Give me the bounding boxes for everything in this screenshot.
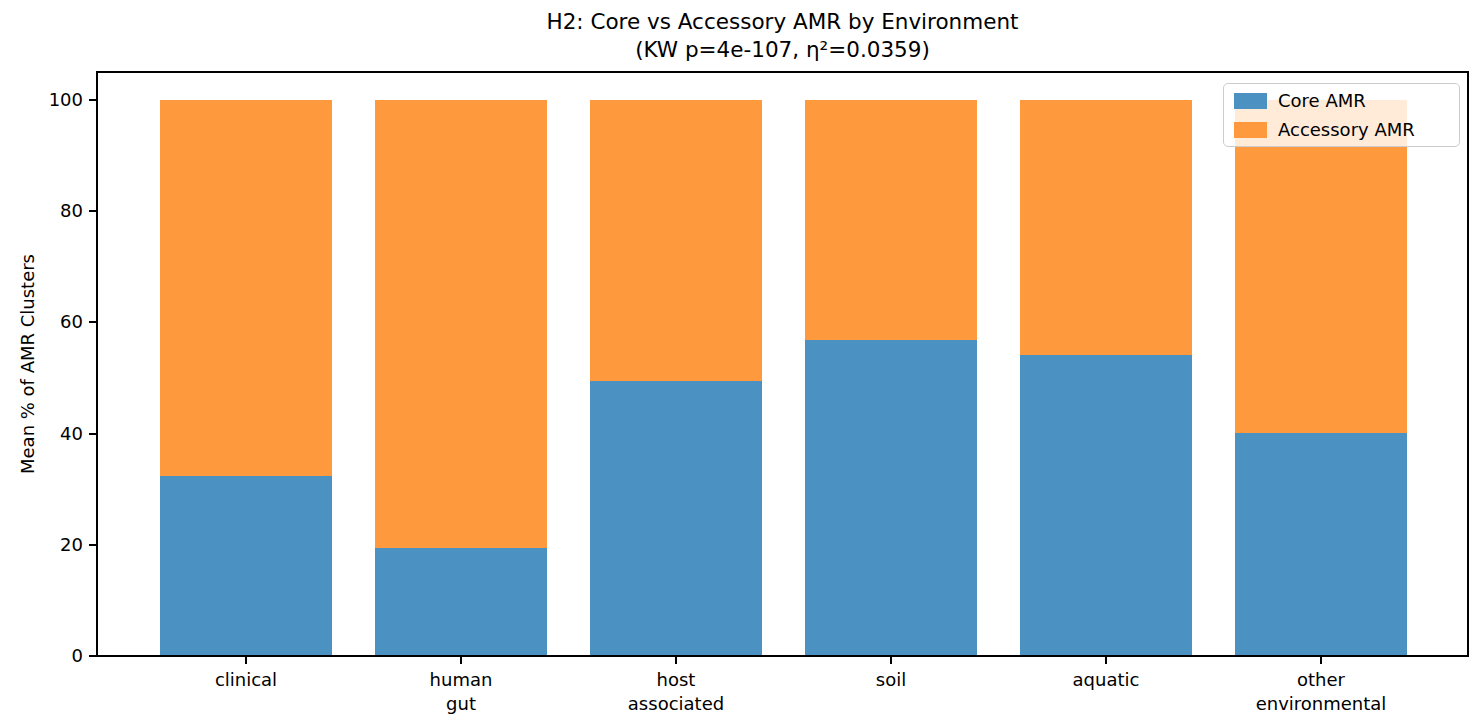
bar-segment-core	[805, 340, 977, 656]
bar-segment-accessory	[375, 100, 547, 548]
bar-segment-core	[160, 476, 332, 656]
bar-segment-accessory	[1235, 100, 1407, 433]
bar-segment-accessory	[1020, 100, 1192, 355]
stacked-bar-chart-figure: H2: Core vs Accessory AMR by Environment…	[0, 0, 1484, 728]
accessory-amr-swatch	[1234, 122, 1267, 138]
bar-segment-accessory	[160, 100, 332, 476]
legend: Core AMR Accessory AMR	[1223, 83, 1460, 147]
legend-label-accessory: Accessory AMR	[1278, 119, 1415, 140]
legend-label-core: Core AMR	[1278, 90, 1366, 111]
legend-entry-core: Core AMR	[1234, 90, 1449, 111]
bar-segment-accessory	[805, 100, 977, 340]
bar-segment-accessory	[590, 100, 762, 381]
core-amr-swatch	[1234, 93, 1267, 109]
bar-segment-core	[375, 548, 547, 656]
bar-segment-core	[1235, 433, 1407, 656]
bar-segment-core	[590, 381, 762, 656]
legend-entry-accessory: Accessory AMR	[1234, 119, 1449, 140]
bar-segment-core	[1020, 355, 1192, 656]
